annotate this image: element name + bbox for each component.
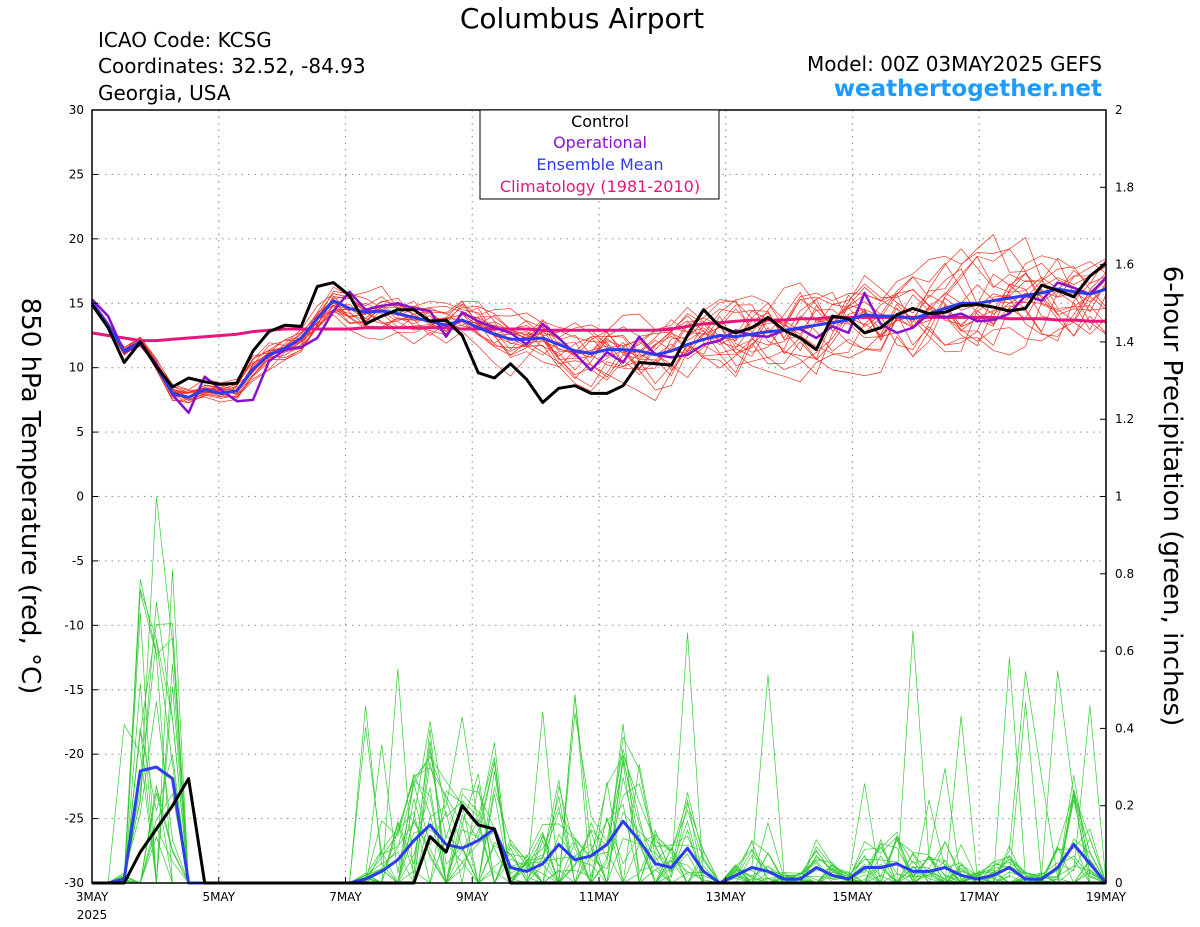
legend-control: Control bbox=[571, 112, 629, 131]
y2-tick-label: 2 bbox=[1115, 103, 1123, 117]
y2-tick-label: 1.8 bbox=[1115, 180, 1134, 194]
y-tick-label: 0 bbox=[76, 490, 84, 504]
model-run: Model: 00Z 03MAY2025 GEFS bbox=[807, 52, 1102, 76]
ensemble-members bbox=[91, 234, 1107, 885]
legend-climatology: Climatology (1981-2010) bbox=[500, 177, 700, 196]
temp-member-line bbox=[91, 255, 1107, 394]
y2-tick-label: 1 bbox=[1115, 490, 1123, 504]
y2-tick-label: 1.6 bbox=[1115, 258, 1134, 272]
operational-temp-line bbox=[91, 276, 1107, 415]
x-tick-sublabel: 2025 bbox=[77, 908, 108, 922]
y2-axis-label: 6-hour Precipitation (green, inches) bbox=[1157, 266, 1187, 726]
y-tick-label: -30 bbox=[64, 876, 84, 890]
y-tick-label: -25 bbox=[64, 812, 84, 826]
precip-member-line bbox=[92, 569, 1106, 884]
precip-member-line bbox=[92, 686, 1107, 884]
y-tick-label: 15 bbox=[69, 296, 84, 310]
x-tick-label: 11MAY bbox=[579, 890, 620, 904]
y-tick-label: 30 bbox=[69, 103, 84, 117]
temp-member-line bbox=[91, 278, 1107, 391]
x-tick-label: 17MAY bbox=[959, 890, 1000, 904]
y2-tick-label: 0.4 bbox=[1115, 721, 1134, 735]
x-tick-label: 3MAY bbox=[76, 890, 109, 904]
site-credit: weathertogether.net bbox=[833, 76, 1102, 102]
x-tick-label: 19MAY bbox=[1086, 890, 1127, 904]
y2-tick-label: 0 bbox=[1115, 876, 1123, 890]
y2-tick-label: 0.6 bbox=[1115, 644, 1134, 658]
y2-tick-label: 0.2 bbox=[1115, 799, 1134, 813]
gridlines bbox=[92, 110, 1106, 883]
x-tick-label: 15MAY bbox=[832, 890, 873, 904]
x-tick-label: 13MAY bbox=[706, 890, 747, 904]
x-tick-label: 7MAY bbox=[329, 890, 362, 904]
y2-tick-label: 1.4 bbox=[1115, 335, 1134, 349]
chart-title: Columbus Airport bbox=[459, 2, 705, 35]
y-tick-label: 10 bbox=[69, 361, 84, 375]
y-tick-label: -20 bbox=[64, 747, 84, 761]
coordinates: Coordinates: 32.52, -84.93 bbox=[98, 54, 366, 78]
x-tick-label: 5MAY bbox=[202, 890, 235, 904]
ensemble-mean-temp-line bbox=[90, 287, 1107, 399]
temp-member-line bbox=[91, 283, 1107, 396]
y-tick-label: -15 bbox=[64, 683, 84, 697]
legend: Control Operational Ensemble Mean Climat… bbox=[479, 109, 720, 200]
legend-operational: Operational bbox=[553, 133, 647, 152]
y-tick-label: 5 bbox=[76, 425, 84, 439]
legend-box bbox=[479, 109, 720, 200]
y-tick-label: -10 bbox=[64, 618, 84, 632]
y-tick-label: 20 bbox=[69, 232, 84, 246]
axis-ticks: 302520151050-5-10-15-20-25-3021.81.61.41… bbox=[64, 103, 1134, 922]
control-temp-line bbox=[90, 262, 1107, 404]
temp-member-line bbox=[91, 268, 1107, 401]
temp-member-line bbox=[91, 234, 1107, 404]
climatology-1981-2010-temp-line bbox=[91, 315, 1106, 343]
x-tick-label: 9MAY bbox=[456, 890, 489, 904]
region-label: Georgia, USA bbox=[98, 81, 231, 105]
y-tick-label: 25 bbox=[69, 167, 84, 181]
temp-member-line bbox=[91, 259, 1107, 401]
legend-ensemble-mean: Ensemble Mean bbox=[536, 155, 663, 174]
y-axis-label: 850 hPa Temperature (red, °C) bbox=[15, 298, 45, 695]
y2-tick-label: 0.8 bbox=[1115, 567, 1134, 581]
y-tick-label: -5 bbox=[72, 554, 84, 568]
y2-tick-label: 1.2 bbox=[1115, 412, 1134, 426]
icao-code: ICAO Code: KCSG bbox=[98, 28, 272, 52]
